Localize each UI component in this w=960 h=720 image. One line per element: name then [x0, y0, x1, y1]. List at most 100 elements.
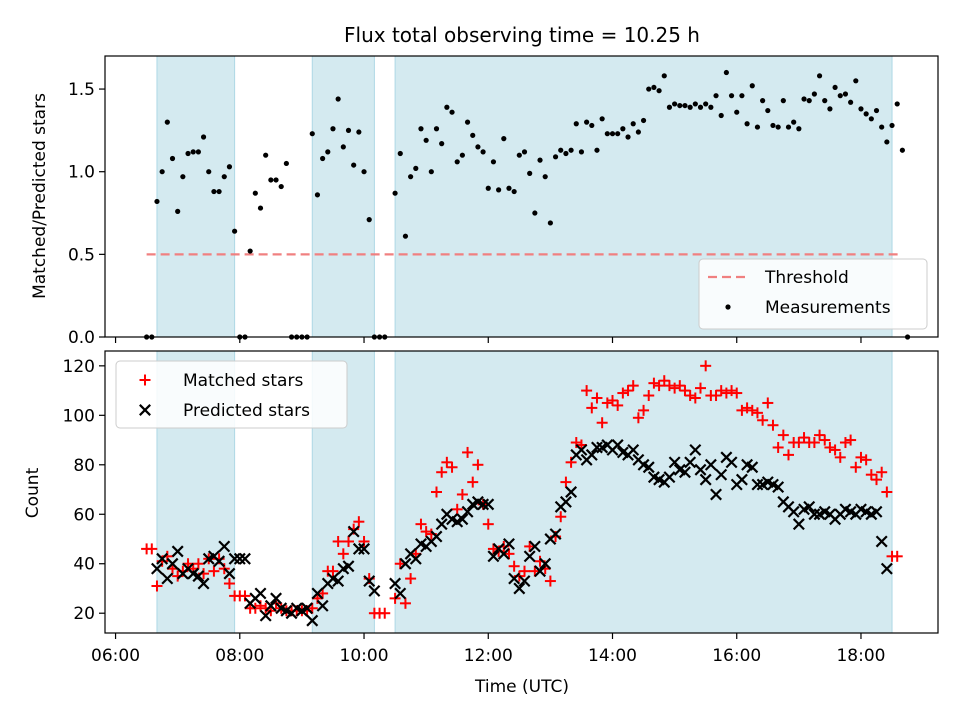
predicted-star-point — [456, 513, 469, 526]
predicted-star-point — [585, 448, 598, 461]
matched-star-point — [684, 390, 696, 402]
measurement-point — [444, 104, 450, 110]
predicted-star-point — [875, 535, 888, 548]
matched-star-point — [871, 474, 883, 486]
matched-star-point — [431, 486, 443, 498]
measurement-point — [552, 154, 559, 160]
measurement-point — [320, 155, 326, 162]
measurement-point — [506, 185, 512, 191]
measurement-point — [754, 124, 761, 130]
measurement-point — [677, 102, 683, 109]
measurement-point — [832, 84, 838, 91]
predicted-star-point — [549, 528, 562, 541]
measurement-point — [578, 149, 585, 155]
measurement-point — [723, 69, 729, 76]
top-y-tick-label: 1.5 — [68, 80, 95, 100]
measurement-point — [884, 139, 890, 145]
measurement-point — [470, 132, 476, 138]
predicted-star-point — [803, 500, 816, 513]
matched-star-point — [327, 565, 339, 577]
measurement-point — [635, 129, 641, 135]
measurement-point — [175, 208, 181, 214]
matched-star-point — [741, 402, 753, 414]
matched-star-point — [456, 488, 468, 500]
legend-measurements-label: Measurements — [765, 298, 891, 318]
measurement-point — [822, 98, 828, 104]
predicted-star-point — [808, 508, 821, 521]
matched-star-point — [736, 404, 748, 416]
measurement-point — [200, 134, 207, 140]
predicted-star-point — [508, 572, 521, 585]
measurement-point — [672, 101, 678, 107]
measurement-point — [345, 127, 352, 133]
matched-star-point — [462, 446, 474, 458]
measurement-point — [211, 188, 217, 195]
measurement-point — [454, 159, 460, 165]
predicted-star-point — [710, 488, 723, 501]
measurement-point — [651, 84, 657, 91]
measurement-point — [361, 169, 367, 175]
predicted-star-point — [259, 609, 272, 622]
y-axis-label-ratio: Matched/Predicted stars — [30, 93, 50, 299]
measurement-point — [718, 112, 724, 119]
matched-star-point — [622, 385, 634, 397]
measurement-point — [692, 101, 698, 107]
matched-star-point — [876, 466, 888, 478]
measurement-point — [744, 121, 750, 127]
x-tick-label: 12:00 — [464, 646, 513, 666]
matched-star-point — [632, 412, 644, 424]
predicted-star-point — [880, 562, 893, 575]
measurement-point — [439, 141, 445, 147]
matched-star-point — [653, 380, 665, 392]
measurement-point — [537, 157, 543, 163]
measurement-point — [247, 248, 253, 254]
predicted-star-point — [306, 614, 319, 627]
measurement-point — [226, 164, 233, 170]
matched-star-point — [560, 476, 572, 488]
x-axis-label: Time (UTC) — [474, 677, 569, 697]
measurement-point — [713, 93, 719, 99]
predicted-star-point — [715, 468, 728, 481]
matched-star-point — [441, 456, 453, 468]
matched-star-point — [451, 503, 463, 515]
matched-star-point — [353, 516, 365, 528]
measurement-point — [775, 124, 781, 130]
measurement-point — [268, 177, 274, 183]
top-marks — [144, 69, 911, 340]
measurement-point — [666, 104, 673, 110]
matched-star-point — [726, 385, 738, 397]
measurement-point — [749, 83, 755, 89]
predicted-star-point — [751, 478, 764, 491]
predicted-star-point — [746, 461, 759, 474]
matched-star-point — [405, 573, 417, 585]
measurement-point — [728, 93, 735, 99]
predicted-star-point — [528, 540, 541, 553]
predicted-star-point — [477, 498, 490, 511]
matched-star-point — [648, 377, 660, 389]
measurement-point — [464, 119, 471, 125]
measurement-point — [330, 126, 336, 132]
predicted-star-point — [270, 592, 283, 605]
predicted-star-point — [301, 602, 314, 615]
matched-star-point — [689, 392, 701, 404]
predicted-star-point — [171, 545, 184, 558]
matched-star-point — [850, 461, 862, 473]
measurement-point — [868, 116, 874, 122]
matched-star-point — [700, 360, 712, 372]
matched-star-point — [612, 399, 624, 411]
matched-star-point — [555, 511, 567, 523]
measurement-point — [180, 174, 186, 180]
predicted-star-point — [192, 570, 205, 583]
predicted-star-point — [161, 572, 174, 585]
y-axis-label-count: Count — [23, 467, 43, 518]
bottom-plot-frame — [104, 350, 939, 634]
top-plot-frame — [104, 55, 939, 338]
measurement-point — [630, 121, 636, 127]
matched-star-point — [446, 461, 458, 473]
predicted-star-point — [363, 575, 376, 588]
predicted-star-point — [497, 547, 510, 560]
predicted-star-point — [792, 518, 805, 531]
measurement-point — [656, 88, 662, 94]
top-y-tick-label: 0.5 — [68, 245, 95, 265]
bottom-y-tick-label: 60 — [73, 505, 95, 525]
